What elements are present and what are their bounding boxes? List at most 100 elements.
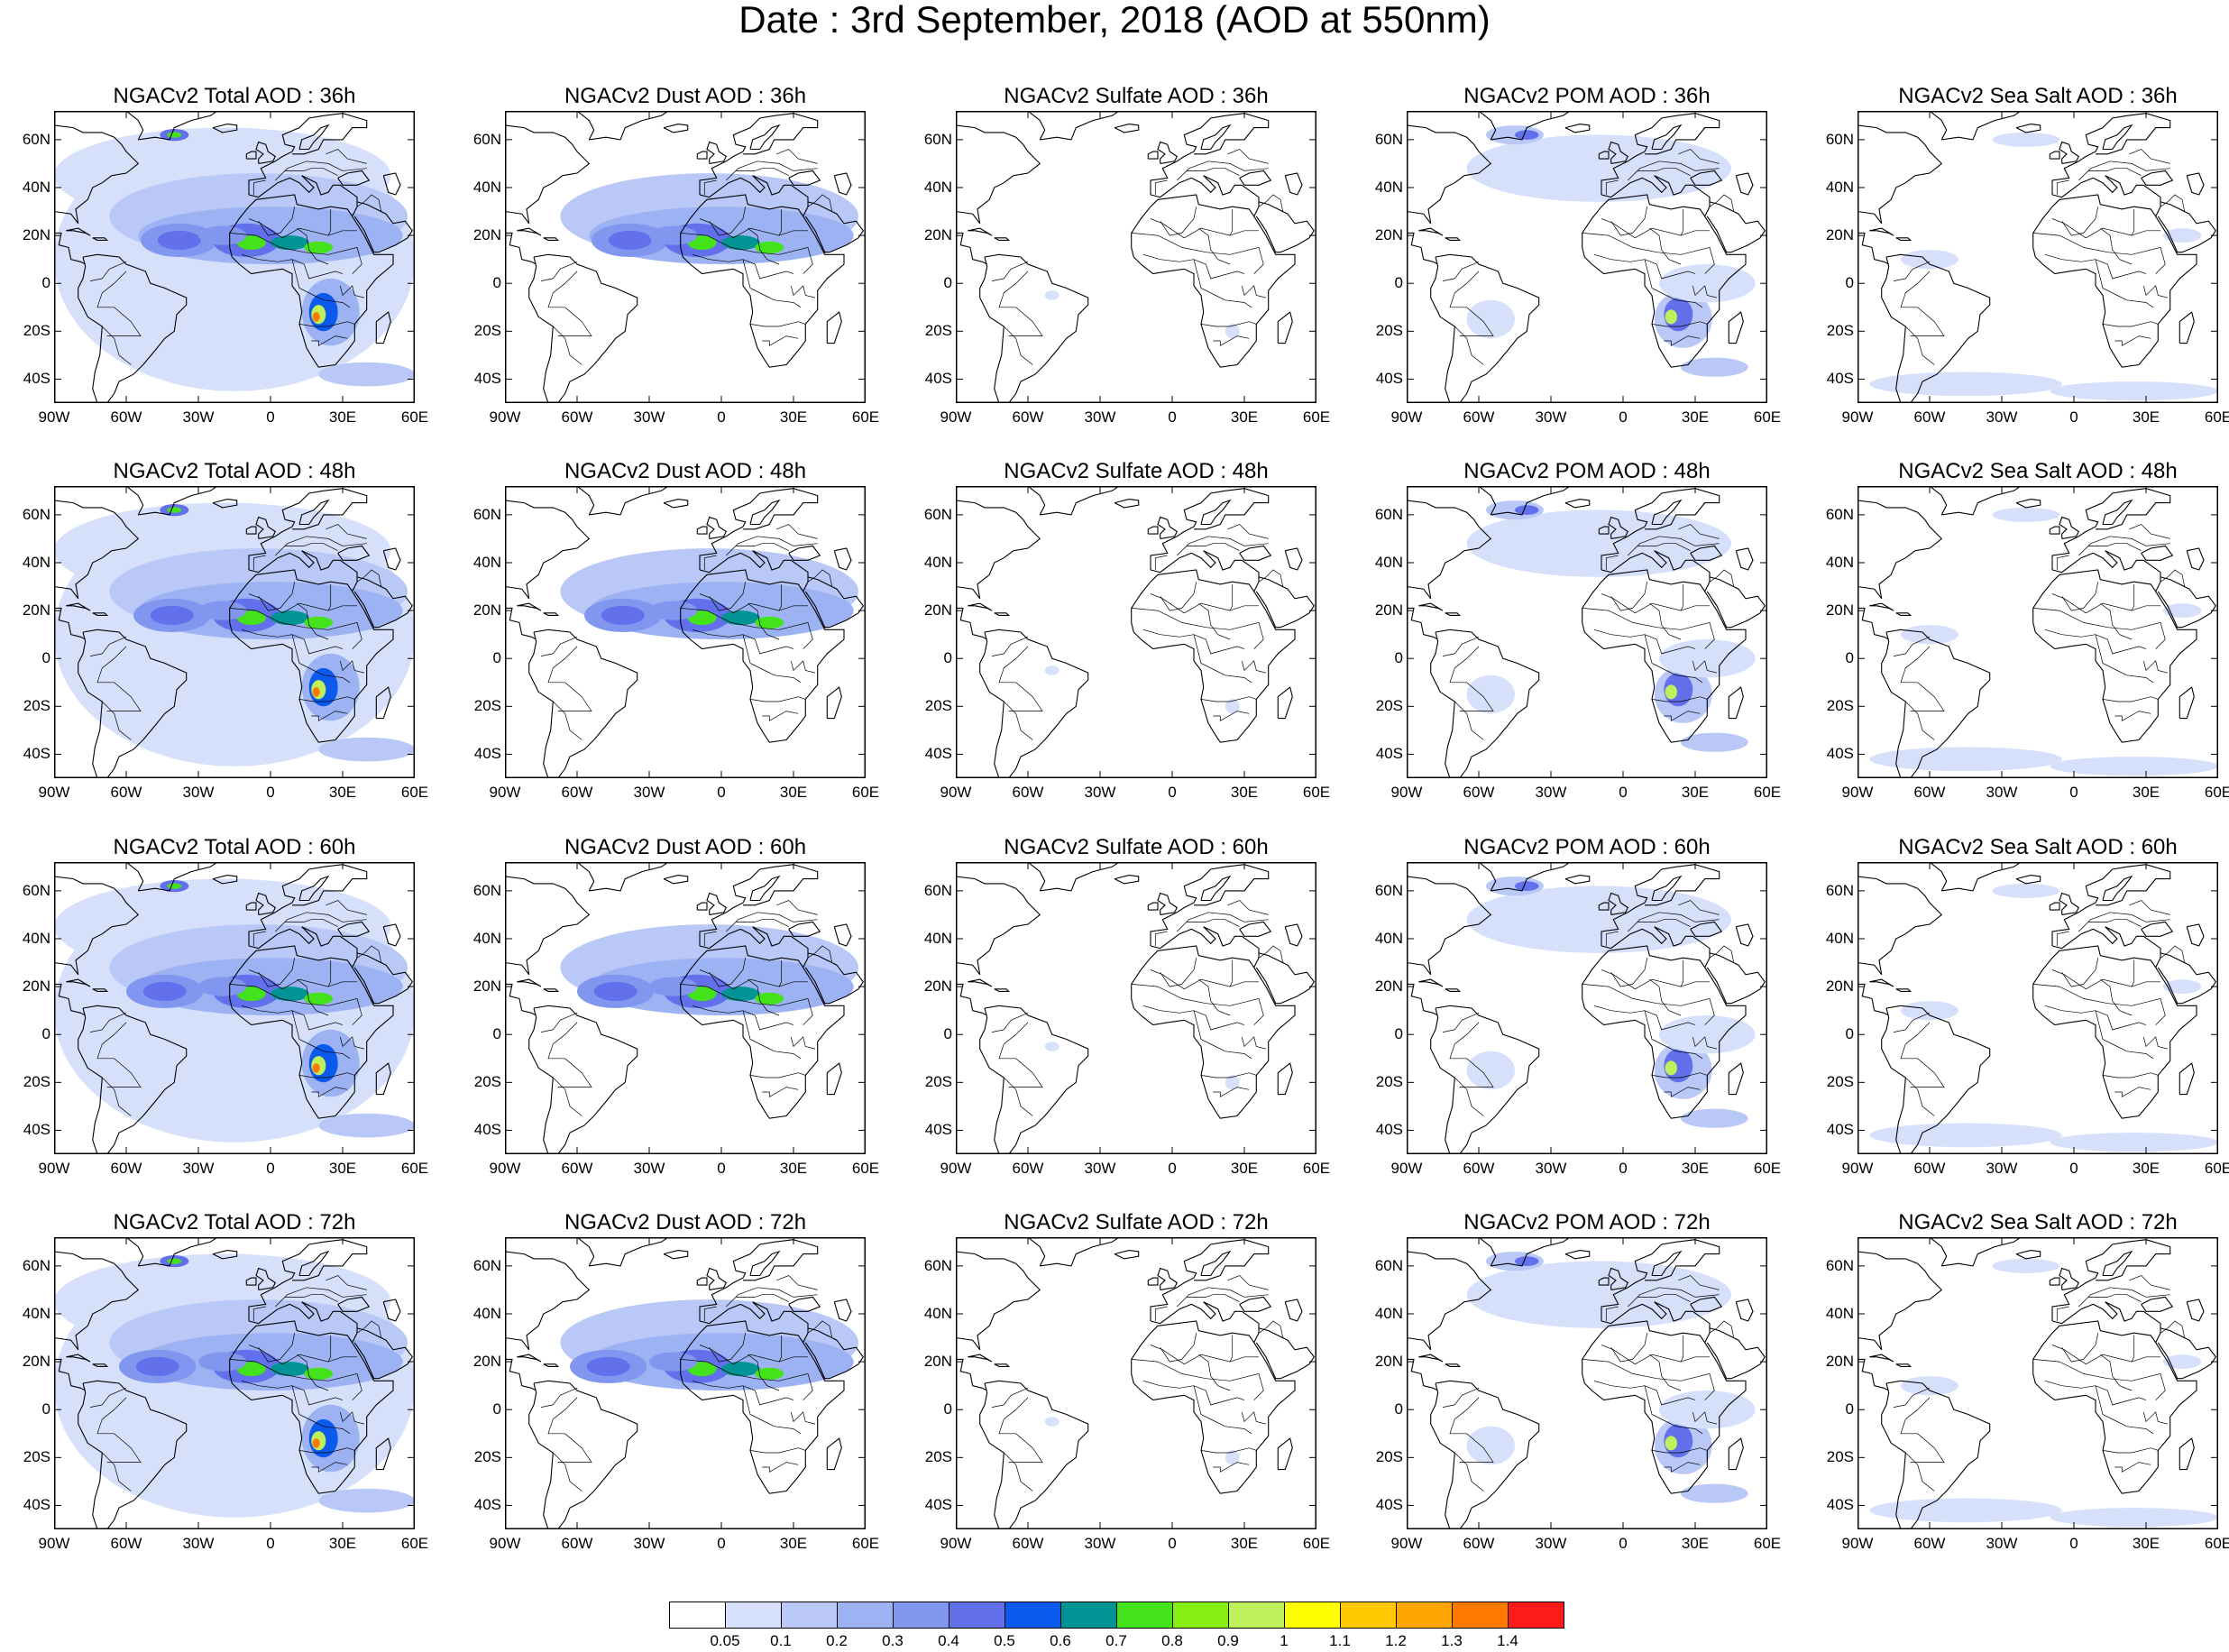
aod-shading xyxy=(593,981,638,1001)
country-border xyxy=(2061,1333,2099,1363)
country-border xyxy=(1200,1447,1257,1454)
coastline xyxy=(1430,1380,1540,1529)
country-border xyxy=(2051,208,2135,239)
aod-shading xyxy=(312,1438,320,1448)
coastline xyxy=(706,892,728,915)
coastline xyxy=(1706,201,1766,253)
lat-tick-label: 0 xyxy=(41,649,50,667)
lon-tick-label: 30E xyxy=(779,1160,808,1177)
coastline xyxy=(1598,526,1610,535)
coastline xyxy=(1277,1437,1293,1471)
colorbar-box xyxy=(670,1602,726,1628)
coastline xyxy=(375,1437,391,1471)
aod-shading xyxy=(608,230,652,250)
map-frame xyxy=(54,862,415,1154)
coastline xyxy=(92,1363,109,1367)
lon-tick-label: 0 xyxy=(1168,1160,1177,1177)
coastline xyxy=(1407,1251,1492,1351)
map-border xyxy=(956,862,1316,1154)
aod-shading xyxy=(167,132,182,138)
coastline xyxy=(125,111,219,141)
country-border xyxy=(680,1359,813,1400)
lat-tick-label: 20S xyxy=(1375,322,1403,340)
country-border xyxy=(790,1411,816,1425)
lat-tick-label: 20N xyxy=(1374,977,1403,996)
country-border xyxy=(1454,1077,1484,1116)
coastline xyxy=(2102,499,2133,526)
country-border xyxy=(1582,984,1715,1025)
colorbar-tick-label: 0.2 xyxy=(826,1632,848,1649)
colorbar-tick-label: 1.2 xyxy=(1385,1632,1407,1649)
coastline xyxy=(505,124,591,225)
coastline xyxy=(1651,875,1683,902)
aod-map xyxy=(1407,111,1767,403)
lon-tick-label: 60E xyxy=(1302,1535,1331,1552)
country-border xyxy=(1229,605,1259,611)
country-border xyxy=(778,230,808,236)
lon-tick-label: 60W xyxy=(1463,1160,1495,1177)
lon-tick-label: 30W xyxy=(182,1160,215,1177)
aod-map xyxy=(505,486,866,778)
lon-tick-label: 0 xyxy=(2069,1160,2078,1177)
country-border xyxy=(1241,1411,1267,1425)
country-border xyxy=(1709,569,1735,587)
country-border xyxy=(2100,227,2133,265)
aod-shading xyxy=(1486,500,1544,520)
country-border xyxy=(742,1010,802,1060)
coastline xyxy=(2051,550,2161,592)
country-border xyxy=(1177,161,1269,181)
coastline xyxy=(212,1250,238,1260)
aod-map xyxy=(54,1237,415,1529)
country-border xyxy=(356,945,382,963)
coastline xyxy=(54,607,86,640)
coastline xyxy=(1929,862,2023,892)
country-border xyxy=(1258,194,1284,212)
country-border xyxy=(241,1380,344,1406)
country-border xyxy=(1258,569,1284,587)
lat-tick-label: 20N xyxy=(1374,601,1403,620)
colorbar-box xyxy=(894,1602,949,1628)
aod-shading xyxy=(167,883,182,889)
map-panel: NGACv2 Sulfate AOD : 60h 60N 40N 20N 0 20S 40S… xyxy=(924,828,1330,1189)
aod-shading xyxy=(755,616,784,629)
coastline xyxy=(1027,486,1121,516)
lon-axis-labels: 90W 60W 30W 0 30E 60E xyxy=(940,1535,1331,1555)
coastline xyxy=(680,194,845,368)
aod-shading xyxy=(1901,625,1958,645)
panel-title: NGACv2 Sulfate AOD : 48h xyxy=(1004,459,1269,483)
coastline xyxy=(248,1239,368,1321)
panel-title: NGACv2 POM AOD : 72h xyxy=(1463,1210,1711,1234)
map-frame xyxy=(1407,111,1767,403)
coastline xyxy=(92,612,109,616)
aod-map xyxy=(505,111,866,403)
lon-tick-label: 30E xyxy=(1681,408,1710,426)
aod-shading xyxy=(1992,883,2059,898)
coastline xyxy=(78,1380,188,1529)
country-border xyxy=(1664,335,1701,346)
map-panel: NGACv2 Total AOD : 36h 60N 40N 20N 0 20S 40S 90… xyxy=(23,77,428,437)
country-border xyxy=(748,1354,780,1391)
coastline xyxy=(66,602,91,611)
aod-map xyxy=(1407,486,1767,778)
lon-tick-label: 90W xyxy=(1390,1535,1423,1552)
lat-tick-label: 60N xyxy=(1374,1256,1403,1274)
lat-tick-label: 40N xyxy=(1825,178,1854,196)
coastline xyxy=(1478,111,1572,141)
lon-tick-label: 0 xyxy=(2069,1535,2078,1552)
country-border xyxy=(1198,1354,1231,1391)
country-border xyxy=(2142,660,2169,674)
coastline xyxy=(1564,499,1591,509)
country-border xyxy=(291,634,351,684)
country-border xyxy=(1637,168,1691,177)
coastline xyxy=(375,686,391,720)
lon-axis-labels: 90W 60W 30W 0 30E 60E xyxy=(940,408,1331,428)
country-border xyxy=(311,335,348,346)
lon-tick-label: 30W xyxy=(1986,408,2018,426)
lat-tick-label: 40S xyxy=(473,745,501,763)
country-border xyxy=(1601,959,1684,990)
coastline xyxy=(382,547,401,571)
coastline xyxy=(2051,864,2171,946)
coastline xyxy=(1895,988,1913,992)
aod-shading xyxy=(1044,665,1059,675)
coastline xyxy=(968,1354,993,1363)
